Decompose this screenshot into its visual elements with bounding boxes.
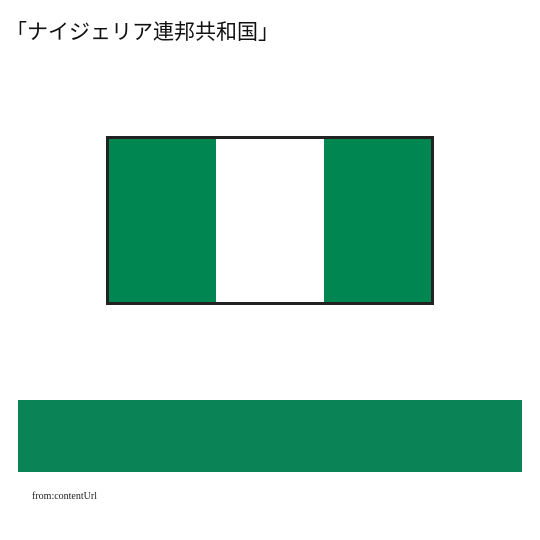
nigeria-flag [106, 136, 434, 305]
green-banner [18, 400, 522, 472]
source-label: from:contentUrl [32, 491, 97, 502]
flag-stripe-left [109, 139, 217, 302]
page-title: 「ナイジェリア連邦共和国」 [6, 20, 279, 44]
flag-stripe-center [216, 139, 324, 302]
flag-stripe-right [323, 139, 431, 302]
